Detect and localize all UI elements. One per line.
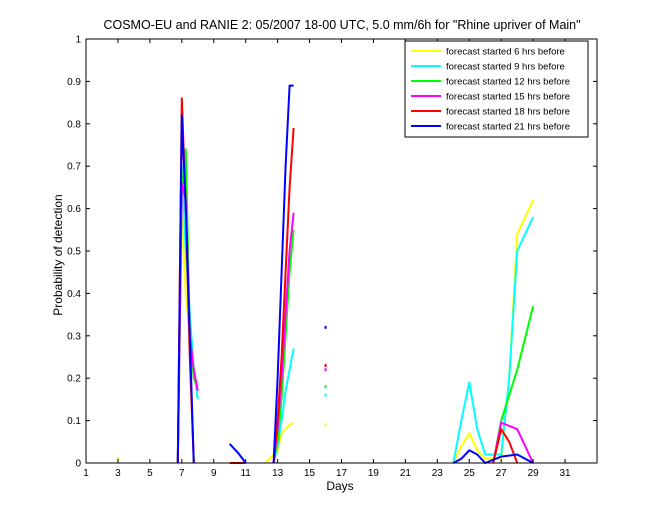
series-6: [176, 84, 534, 464]
x-tick-label: 25: [464, 468, 476, 479]
series-line-segment: [228, 443, 247, 464]
x-tick-label: 7: [179, 468, 185, 479]
y-tick-label: 0.2: [67, 374, 81, 385]
series-line-segment: [272, 127, 295, 464]
y-tick-label: 0.8: [67, 119, 81, 130]
legend-label: forecast started 12 hrs before: [446, 77, 570, 88]
x-tick-label: 17: [336, 468, 348, 479]
y-axis-label: Probability of detection: [51, 194, 65, 315]
legend-box: [404, 40, 589, 138]
series-line-segment: [272, 84, 294, 464]
x-axis-label: Days: [326, 479, 353, 493]
series-line-segment: [272, 229, 295, 464]
x-tick-label: 15: [304, 468, 316, 479]
chart-title: COSMO-EU and RANIE 2: 05/2007 18-00 UTC,…: [103, 18, 580, 32]
x-tick-label: 5: [147, 468, 153, 479]
x-tick-label: 21: [400, 468, 412, 479]
legend-label: forecast started 15 hrs before: [446, 92, 570, 103]
legend-label: forecast started 9 hrs before: [446, 62, 565, 73]
x-tick-label: 19: [368, 468, 380, 479]
y-tick-label: 0.1: [67, 416, 81, 427]
x-tick-label: 23: [432, 468, 444, 479]
y-tick-label: 0.3: [67, 331, 81, 342]
legend-label: forecast started 18 hrs before: [446, 107, 570, 118]
x-tick-label: 13: [272, 468, 284, 479]
x-tick-label: 27: [496, 468, 508, 479]
series-line-segment: [176, 114, 195, 464]
axes: 1 3 5 7 9 11 13 15 17 19 21 23 25 27 29 3100.10.20.30.4…: [67, 35, 598, 479]
series-line-segment: [452, 216, 535, 464]
y-tick-label: 0.4: [67, 289, 81, 300]
legend-label: forecast started 6 hrs before: [446, 47, 565, 58]
y-tick-label: 0.5: [67, 247, 81, 258]
x-tick-label: 31: [560, 468, 572, 479]
x-tick-label: 3: [115, 468, 121, 479]
y-tick-label: 0.9: [67, 77, 81, 88]
y-tick-label: 0.6: [67, 204, 81, 215]
x-tick-label: 29: [528, 468, 540, 479]
x-tick-label: 9: [211, 468, 217, 479]
legend-label: forecast started 21 hrs before: [446, 122, 570, 133]
series-line-segment: [492, 428, 519, 464]
x-tick-label: 11: [240, 468, 251, 479]
y-tick-label: 0: [75, 459, 81, 470]
series-line-segment: [452, 449, 534, 464]
legend: forecast started 6 hrs before forecast st…: [404, 40, 589, 138]
x-tick-label: 1: [83, 468, 89, 479]
series-line-segment: [264, 421, 295, 464]
y-tick-label: 0.7: [67, 162, 81, 173]
y-tick-label: 1: [75, 35, 81, 46]
